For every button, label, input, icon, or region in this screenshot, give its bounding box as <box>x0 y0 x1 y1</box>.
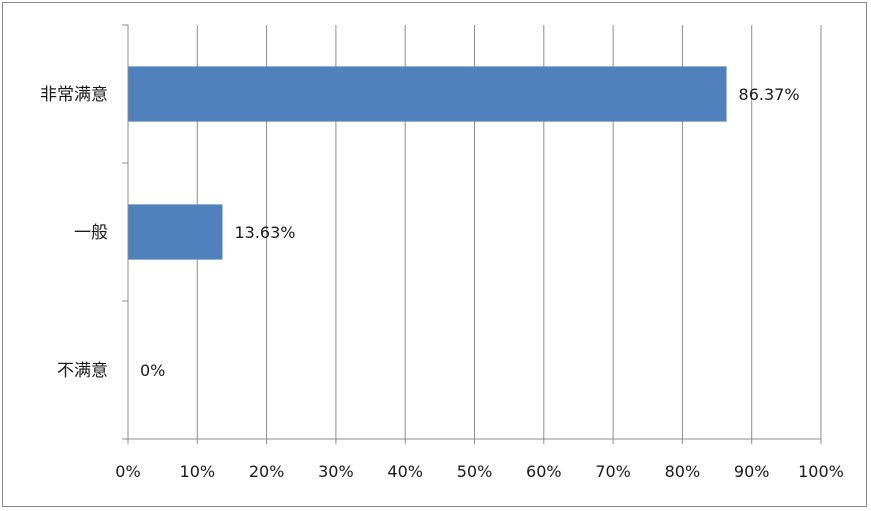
x-tick-label: 50% <box>457 462 493 481</box>
data-label: 0% <box>140 361 165 380</box>
category-label: 一般 <box>74 223 108 243</box>
axes <box>122 24 822 444</box>
x-tick-label: 30% <box>318 462 354 481</box>
x-tick-label: 10% <box>180 462 216 481</box>
bars <box>128 66 727 260</box>
x-tick-label: 80% <box>665 462 701 481</box>
x-tick-label: 40% <box>387 462 423 481</box>
data-label: 86.37% <box>739 85 800 104</box>
category-label: 非常满意 <box>40 85 108 105</box>
x-tick-label: 0% <box>115 462 140 481</box>
bar <box>128 204 223 260</box>
category-label: 不满意 <box>57 361 108 381</box>
data-label: 13.63% <box>234 223 295 242</box>
labels: 0% 10% 20% 30% 40% 50% 60% 70% 80% 90% 100% 非常满意 86.… <box>40 85 844 481</box>
x-tick-label: 100% <box>798 462 844 481</box>
x-tick-label: 60% <box>526 462 562 481</box>
x-tick-label: 20% <box>249 462 285 481</box>
x-tick-label: 70% <box>595 462 631 481</box>
x-tick-label: 90% <box>734 462 770 481</box>
bar <box>128 66 727 122</box>
